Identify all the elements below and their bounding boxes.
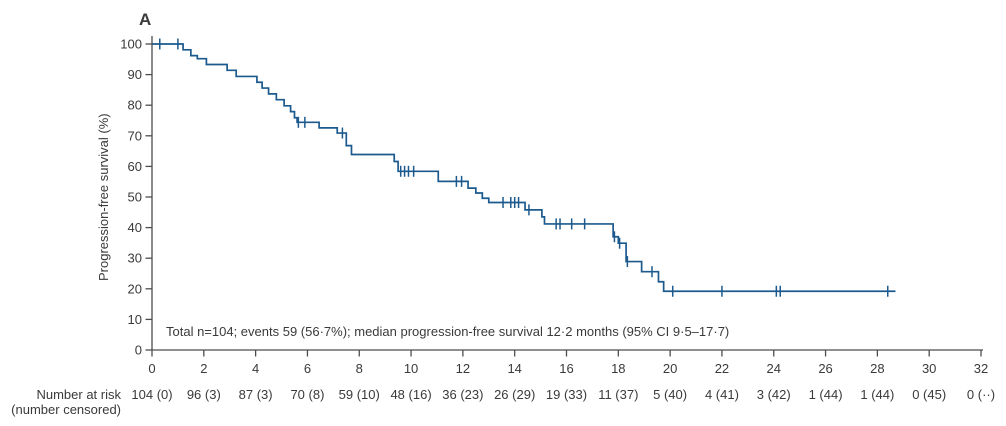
x-tick-label: 12 [456,361,470,376]
risk-value: 0 (45) [912,387,946,402]
panel-label: A [139,10,152,29]
annotation-text: Total n=104; events 59 (56·7%); median p… [166,324,730,339]
y-tick-label: 30 [128,251,142,266]
risk-value: 36 (23) [442,387,483,402]
survival-curve [152,43,896,293]
risk-value: 5 (40) [653,387,687,402]
risk-value: 59 (10) [339,387,380,402]
x-tick-label: 22 [715,361,729,376]
y-tick-label: 100 [120,37,142,52]
risk-value: 3 (42) [757,387,791,402]
x-tick-label: 24 [767,361,781,376]
x-tick-label: 20 [663,361,677,376]
x-tick-label: 32 [974,361,988,376]
y-tick-label: 50 [128,190,142,205]
risk-value: 96 (3) [187,387,221,402]
risk-value: 1 (44) [809,387,843,402]
x-tick-label: 2 [200,361,207,376]
x-tick-label: 4 [252,361,259,376]
risk-value: 1 (44) [860,387,894,402]
x-tick-label: 10 [404,361,418,376]
risk-value: 11 (37) [598,387,638,402]
x-tick-label: 28 [870,361,884,376]
risk-value: 48 (16) [390,387,431,402]
risk-value: 0 (··) [967,387,995,402]
x-tick-label: 26 [818,361,832,376]
risk-value: 70 (8) [290,387,324,402]
y-tick-label: 90 [128,67,142,82]
number-censored-label: (number censored) [11,402,121,417]
y-tick-label: 0 [135,343,142,358]
y-tick-label: 80 [128,98,142,113]
x-tick-label: 30 [922,361,936,376]
risk-value: 19 (33) [546,387,587,402]
y-tick-label: 40 [128,220,142,235]
risk-value: 87 (3) [239,387,273,402]
y-tick-label: 20 [128,281,142,296]
y-tick-label: 70 [128,128,142,143]
x-tick-label: 14 [507,361,521,376]
x-tick-label: 16 [559,361,573,376]
risk-value: 26 (29) [494,387,535,402]
y-tick-label: 60 [128,159,142,174]
x-tick-label: 0 [148,361,155,376]
x-tick-label: 8 [356,361,363,376]
x-tick-label: 18 [611,361,625,376]
y-tick-label: 10 [128,312,142,327]
risk-value: 4 (41) [705,387,739,402]
number-at-risk-label: Number at risk [36,387,121,402]
risk-value: 104 (0) [131,387,172,402]
x-tick-label: 6 [304,361,311,376]
